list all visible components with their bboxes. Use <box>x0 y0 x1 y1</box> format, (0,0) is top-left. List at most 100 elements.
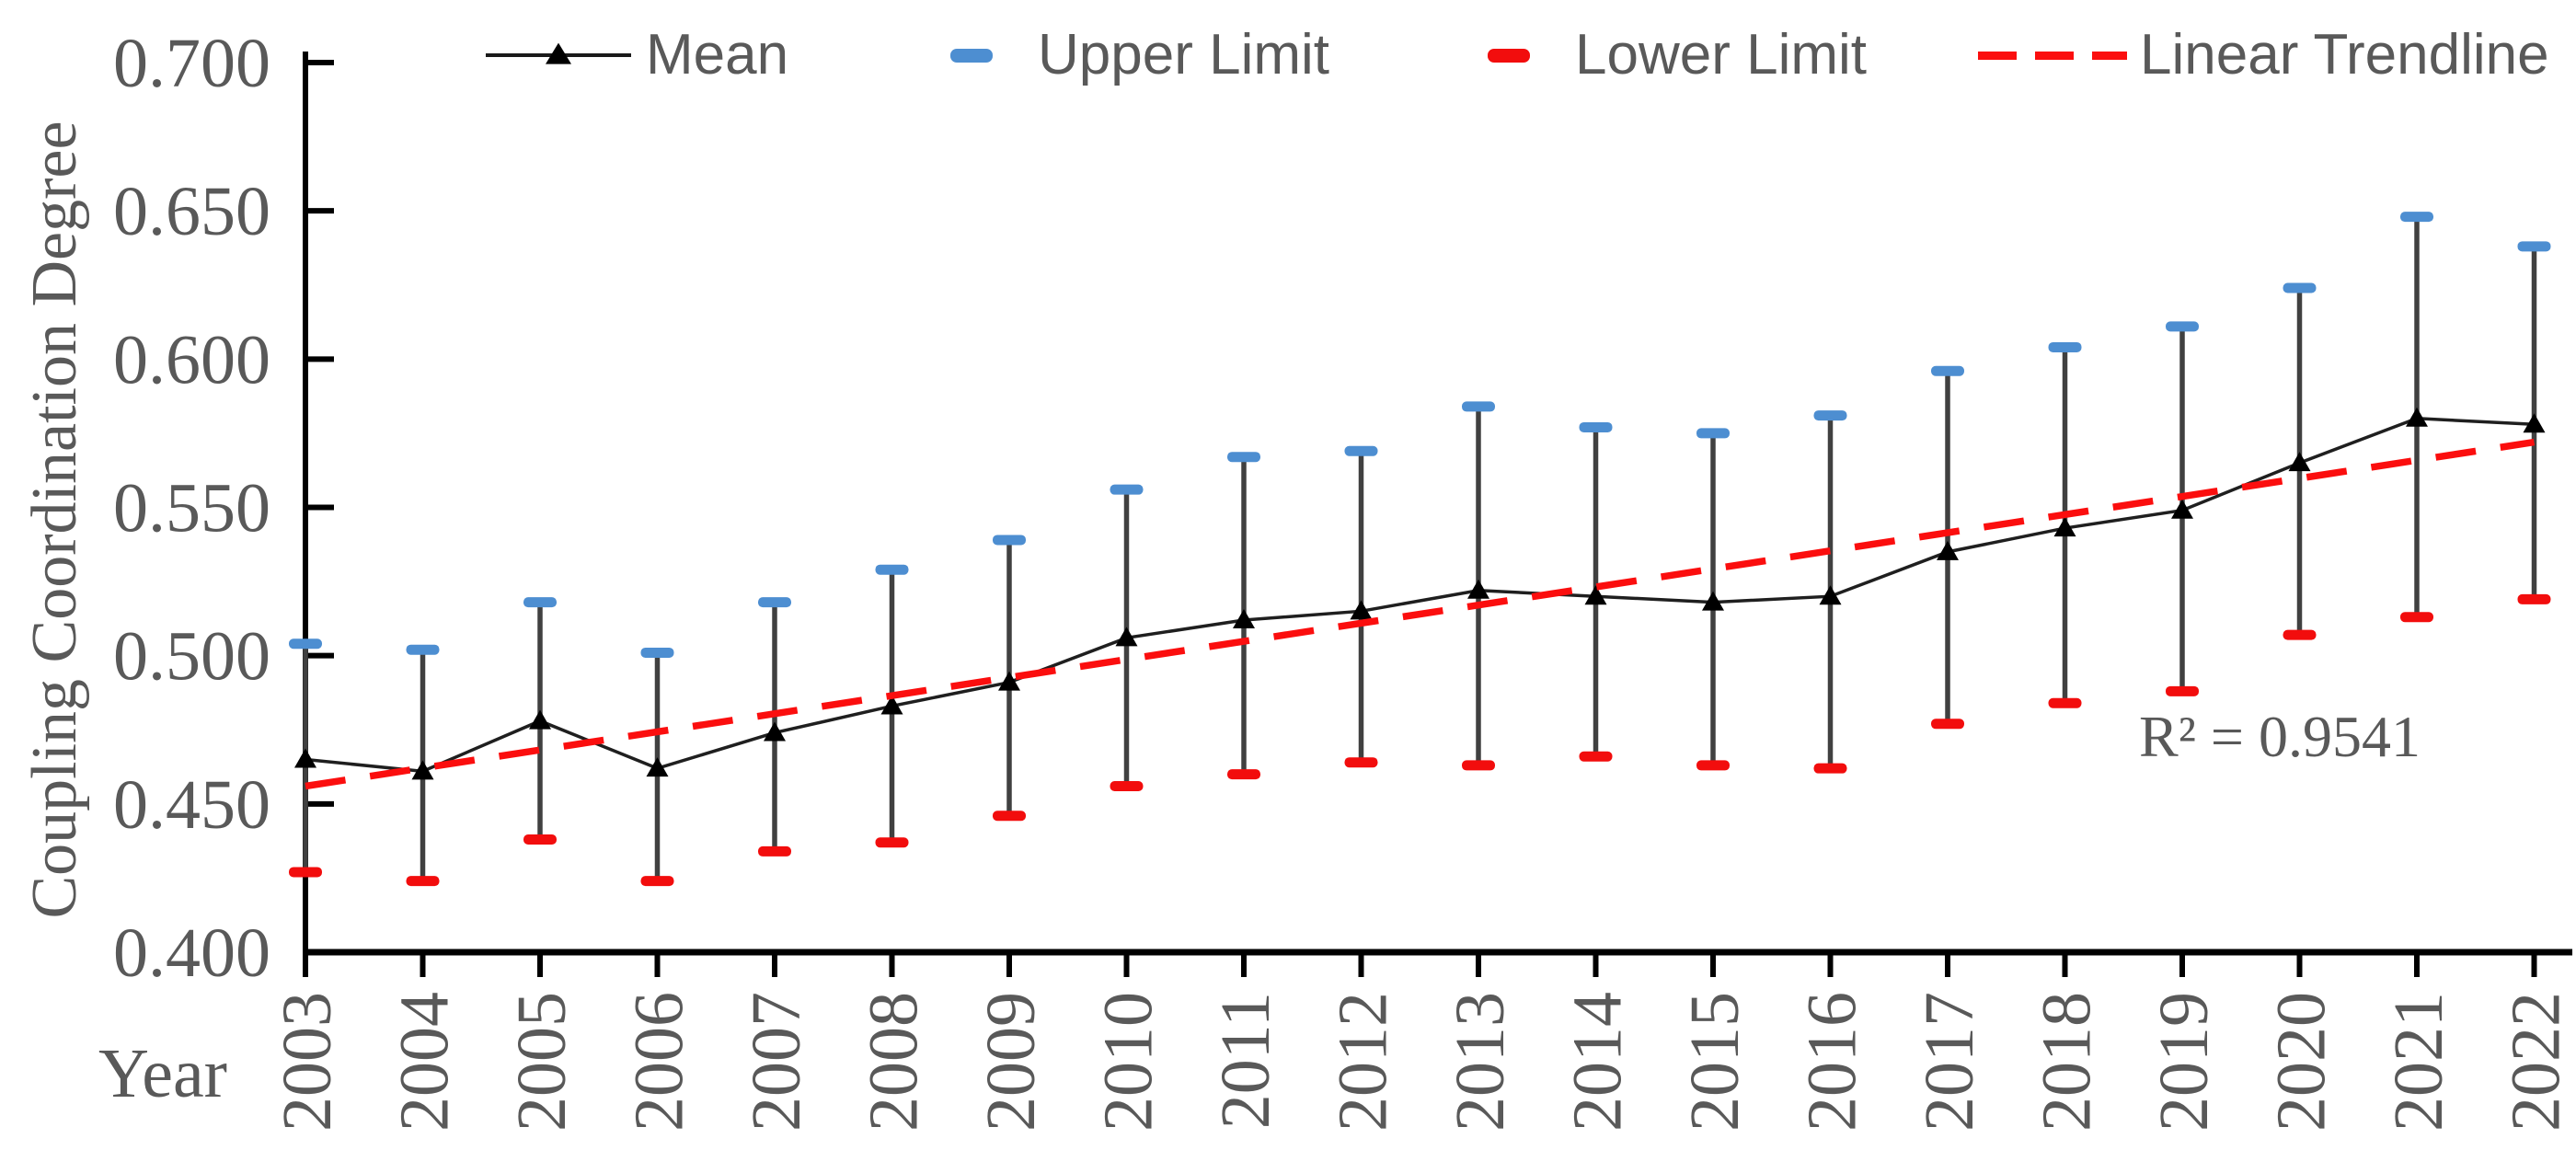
lower-limit-cap <box>1110 780 1144 791</box>
lower-limit-dash-icon <box>1455 13 1562 98</box>
upper-limit-cap <box>1110 484 1144 495</box>
lower-limit-cap <box>2048 697 2082 708</box>
x-tick-label: 2003 <box>269 992 346 1132</box>
y-tick-label: 0.400 <box>113 914 270 992</box>
triangle-marker <box>2171 499 2193 519</box>
x-axis: 2003 2004 2005 2006 2007 2008 2009 2010 2011 2012… <box>269 952 2575 1132</box>
chart-legend: Mean Upper Limit Lower Limit Linear Tren… <box>0 13 2576 98</box>
upper-limit-cap <box>1696 428 1730 439</box>
triangle-marker <box>1819 585 1842 605</box>
lower-limit-cap <box>2166 685 2199 696</box>
upper-limit-cap <box>640 647 674 658</box>
triangle-marker <box>2288 452 2311 472</box>
triangle-marker <box>2053 517 2076 537</box>
legend-item-lower-limit: Lower Limit <box>1455 13 1867 98</box>
upper-limit-cap <box>1344 445 1378 456</box>
triangle-marker <box>1233 608 1255 628</box>
upper-limit-dash-icon <box>918 13 1025 98</box>
mean-line <box>305 417 2535 774</box>
lower-limit-cap <box>2400 612 2433 623</box>
triangle-marker <box>1702 591 1724 611</box>
mean-line-triangle-icon <box>486 13 631 98</box>
lower-limit-cap <box>406 876 440 887</box>
x-tick-label: 2013 <box>1442 992 1519 1132</box>
triangle-marker <box>880 695 903 715</box>
triangle-marker <box>529 709 551 730</box>
upper-limit-cap <box>875 564 909 575</box>
lower-limit-cap <box>289 867 322 878</box>
legend-item-mean: Mean <box>486 13 788 98</box>
legend-label-lower-limit: Lower Limit <box>1575 23 1867 86</box>
upper-limit-cap <box>2048 341 2082 352</box>
triangle-marker <box>1937 540 1959 560</box>
lower-limit-cap <box>1931 719 1964 730</box>
x-tick-label: 2009 <box>972 992 1050 1132</box>
triangle-marker <box>1115 627 1138 647</box>
legend-item-upper-limit: Upper Limit <box>918 13 1329 98</box>
y-axis: 0.400 0.450 0.500 0.550 0.600 0.650 0.700 <box>113 25 334 992</box>
lower-limit-cap <box>758 845 791 857</box>
x-tick-label: 2011 <box>1207 992 1284 1129</box>
lower-limit-caps <box>289 593 2551 887</box>
lower-limit-cap <box>875 837 909 848</box>
triangle-marker <box>411 760 434 780</box>
x-tick-label: 2004 <box>386 992 464 1132</box>
upper-limit-cap <box>1813 410 1847 421</box>
x-tick-label: 2012 <box>1325 992 1402 1132</box>
triangle-marker <box>998 671 1020 691</box>
upper-limit-cap <box>993 535 1026 546</box>
x-tick-label: 2006 <box>621 992 698 1132</box>
upper-limit-cap <box>758 597 791 608</box>
linear-trendline <box>305 438 2536 790</box>
mean-markers <box>294 407 2546 780</box>
x-tick-label: 2017 <box>1911 992 1988 1132</box>
y-tick-label: 0.500 <box>113 618 270 696</box>
y-axis-title: Coupling Coordination Degree <box>19 121 90 918</box>
legend-label-upper-limit: Upper Limit <box>1038 23 1329 86</box>
upper-limit-cap <box>406 644 440 655</box>
x-tick-label: 2022 <box>2498 992 2575 1132</box>
upper-limit-cap <box>1579 421 1613 432</box>
x-tick-label: 2018 <box>2029 992 2106 1132</box>
lower-limit-cap <box>1696 760 1730 771</box>
legend-item-linear-trendline: Linear Trendline <box>1978 13 2549 98</box>
lower-limit-cap <box>2517 593 2551 604</box>
upper-limit-cap <box>1462 401 1495 412</box>
x-tick-label: 2016 <box>1794 992 1871 1132</box>
triangle-marker <box>1467 579 1489 599</box>
lower-limit-cap <box>1227 769 1260 780</box>
y-tick-label: 0.550 <box>113 470 270 547</box>
legend-label-mean: Mean <box>646 23 789 86</box>
x-tick-label: 2005 <box>503 992 581 1132</box>
lower-limit-cap <box>640 876 674 887</box>
upper-limit-cap <box>1931 365 1964 376</box>
y-tick-label: 0.600 <box>113 321 270 398</box>
y-tick-label: 0.700 <box>113 25 270 102</box>
upper-limit-cap <box>289 638 322 650</box>
x-tick-label: 2019 <box>2145 992 2223 1132</box>
triangle-marker <box>1584 585 1607 605</box>
x-tick-label: 2021 <box>2380 992 2457 1132</box>
x-tick-label: 2020 <box>2263 992 2340 1132</box>
y-tick-label: 0.650 <box>113 173 270 250</box>
lower-limit-cap <box>2283 629 2317 640</box>
linear-trendline-dashed-icon <box>1978 51 2127 60</box>
r-squared-label: R² = 0.9541 <box>2139 704 2421 769</box>
legend-label-linear-trendline: Linear Trendline <box>2140 23 2549 86</box>
y-tick-label: 0.450 <box>113 766 270 844</box>
lower-limit-cap <box>1579 751 1613 762</box>
x-tick-label: 2008 <box>856 992 933 1132</box>
lower-limit-cap <box>523 834 557 845</box>
triangle-marker <box>2406 407 2428 427</box>
upper-limit-cap <box>2400 212 2433 223</box>
triangle-marker <box>1350 600 1373 620</box>
x-tick-label: 2015 <box>1676 992 1754 1132</box>
triangle-marker <box>2523 413 2546 433</box>
error-bars <box>303 216 2537 881</box>
lower-limit-cap <box>1462 760 1495 771</box>
upper-limit-cap <box>2517 241 2551 252</box>
x-axis-title: Year <box>98 1035 227 1112</box>
lower-limit-cap <box>993 811 1026 822</box>
triangle-marker <box>294 748 316 768</box>
